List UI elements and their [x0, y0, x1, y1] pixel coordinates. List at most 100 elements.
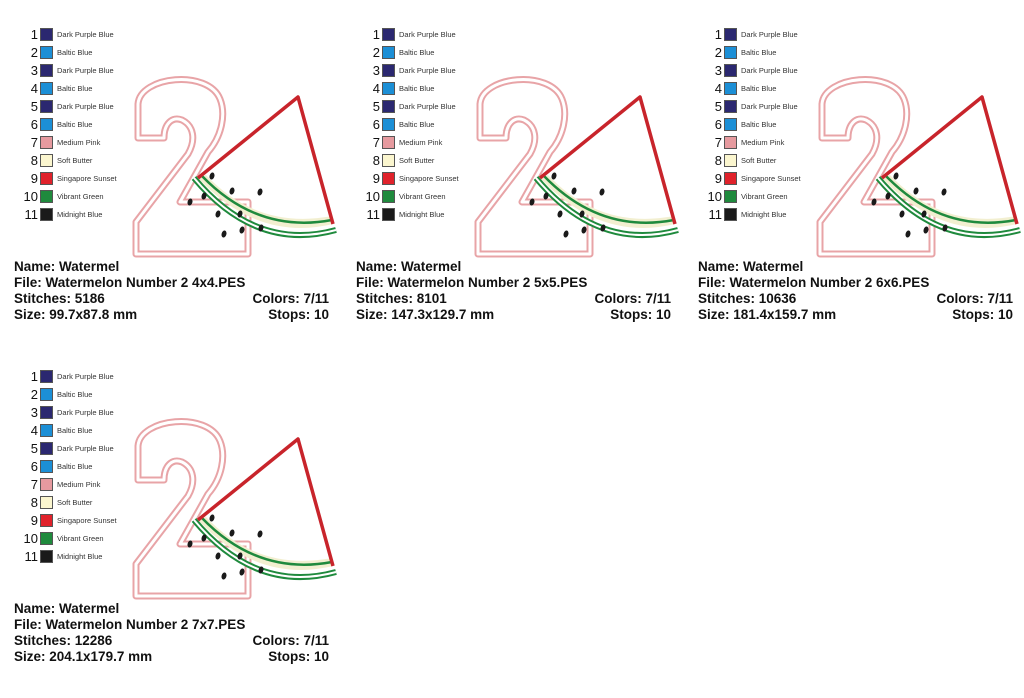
palette-row: 3 Dark Purple Blue	[14, 62, 154, 80]
palette-number: 1	[714, 27, 722, 42]
palette-number: 6	[714, 117, 722, 132]
color-swatch	[382, 154, 395, 167]
palette-row: 5 Dark Purple Blue	[14, 98, 154, 116]
color-swatch	[724, 82, 737, 95]
color-swatch	[40, 82, 53, 95]
color-count: Colors: 7/11	[252, 291, 329, 306]
color-count: Colors: 7/11	[936, 291, 1013, 306]
color-swatch	[724, 136, 737, 149]
palette-number: 10	[23, 531, 38, 546]
palette-number: 2	[30, 45, 38, 60]
seeds	[529, 172, 606, 238]
palette-number: 3	[372, 63, 380, 78]
color-swatch	[40, 532, 53, 545]
stitch-count: Stitches: 8101	[356, 291, 447, 306]
palette-number: 4	[30, 423, 38, 438]
color-swatch	[40, 406, 53, 419]
stitch-count: Stitches: 10636	[698, 291, 797, 306]
palette-row: 5 Dark Purple Blue	[14, 440, 154, 458]
palette-row: 2 Baltic Blue	[14, 44, 154, 62]
palette-color-name: Midnight Blue	[399, 210, 445, 219]
palette-color-name: Singapore Sunset	[57, 174, 117, 183]
palette-number: 7	[30, 135, 38, 150]
palette-color-name: Singapore Sunset	[741, 174, 801, 183]
palette-number: 9	[714, 171, 722, 186]
palette-color-name: Vibrant Green	[399, 192, 446, 201]
palette-color-name: Baltic Blue	[57, 84, 93, 93]
color-swatch	[40, 388, 53, 401]
stitch-count: Stitches: 12286	[14, 633, 113, 648]
design-size: Size: 147.3x129.7 mm	[356, 307, 495, 322]
palette-color-name: Soft Butter	[57, 498, 93, 507]
color-swatch	[40, 64, 53, 77]
palette-color-name: Vibrant Green	[57, 534, 104, 543]
color-swatch	[40, 172, 53, 185]
palette-row: 1 Dark Purple Blue	[356, 26, 496, 44]
palette-row: 8 Soft Butter	[356, 152, 496, 170]
palette-row: 11 Midnight Blue	[698, 206, 838, 224]
palette-color-name: Baltic Blue	[399, 48, 435, 57]
watermelon-slice	[529, 95, 679, 239]
color-swatch	[40, 208, 53, 221]
stop-count: Stops: 10	[268, 307, 329, 322]
design-preview	[118, 74, 338, 264]
palette-color-name: Medium Pink	[399, 138, 443, 147]
palette-color-name: Soft Butter	[57, 156, 93, 165]
design-preview	[802, 74, 1022, 264]
palette-number: 7	[714, 135, 722, 150]
color-swatch	[40, 370, 53, 383]
seeds	[871, 172, 948, 238]
palette-row: 7 Medium Pink	[698, 134, 838, 152]
color-swatch	[724, 28, 737, 41]
seeds	[187, 172, 264, 238]
palette-number: 4	[30, 81, 38, 96]
palette-row: 11 Midnight Blue	[14, 548, 154, 566]
palette-number: 4	[372, 81, 380, 96]
design-size: Size: 99.7x87.8 mm	[14, 307, 138, 322]
palette-row: 6 Baltic Blue	[14, 116, 154, 134]
palette-color-name: Baltic Blue	[57, 390, 93, 399]
palette-number: 2	[30, 387, 38, 402]
palette-number: 11	[708, 207, 723, 222]
palette-color-name: Dark Purple Blue	[741, 30, 798, 39]
palette-row: 8 Soft Butter	[698, 152, 838, 170]
palette-row: 4 Baltic Blue	[698, 80, 838, 98]
color-swatch	[40, 460, 53, 473]
color-swatch	[40, 28, 53, 41]
palette-color-name: Dark Purple Blue	[741, 66, 798, 75]
stop-count: Stops: 10	[952, 307, 1013, 322]
palette-row: 3 Dark Purple Blue	[698, 62, 838, 80]
design-name: Name: Watermel	[698, 259, 804, 274]
palette-number: 8	[714, 153, 722, 168]
stitch-count: Stitches: 5186	[14, 291, 105, 306]
palette-color-name: Soft Butter	[399, 156, 435, 165]
palette-row: 11 Midnight Blue	[14, 206, 154, 224]
palette-color-name: Vibrant Green	[741, 192, 788, 201]
watermelon-slice	[871, 95, 1021, 239]
color-swatch	[40, 154, 53, 167]
palette-number: 11	[24, 207, 39, 222]
color-swatch	[724, 64, 737, 77]
palette-color-name: Dark Purple Blue	[399, 30, 456, 39]
color-swatch	[382, 190, 395, 203]
color-swatch	[382, 172, 395, 185]
color-count: Colors: 7/11	[252, 633, 329, 648]
palette-row: 2 Baltic Blue	[698, 44, 838, 62]
color-swatch	[724, 100, 737, 113]
palette-number: 7	[372, 135, 380, 150]
palette-number: 3	[30, 63, 38, 78]
palette-color-name: Midnight Blue	[741, 210, 787, 219]
design-card: 1 Dark Purple Blue 2 Baltic Blue 3 Dark …	[14, 368, 337, 698]
design-info: Name: Watermel File: Watermelon Number 2…	[356, 259, 671, 323]
palette-color-name: Singapore Sunset	[399, 174, 459, 183]
color-swatch	[382, 28, 395, 41]
palette-color-name: Dark Purple Blue	[399, 66, 456, 75]
palette-row: 1 Dark Purple Blue	[698, 26, 838, 44]
design-card: 1 Dark Purple Blue 2 Baltic Blue 3 Dark …	[14, 26, 337, 356]
palette-number: 9	[30, 171, 38, 186]
watermelon-number-2-design	[816, 76, 1021, 258]
palette-row: 5 Dark Purple Blue	[356, 98, 496, 116]
palette-number: 9	[30, 513, 38, 528]
watermelon-slice	[187, 437, 337, 581]
watermelon-number-2-design	[132, 418, 337, 600]
